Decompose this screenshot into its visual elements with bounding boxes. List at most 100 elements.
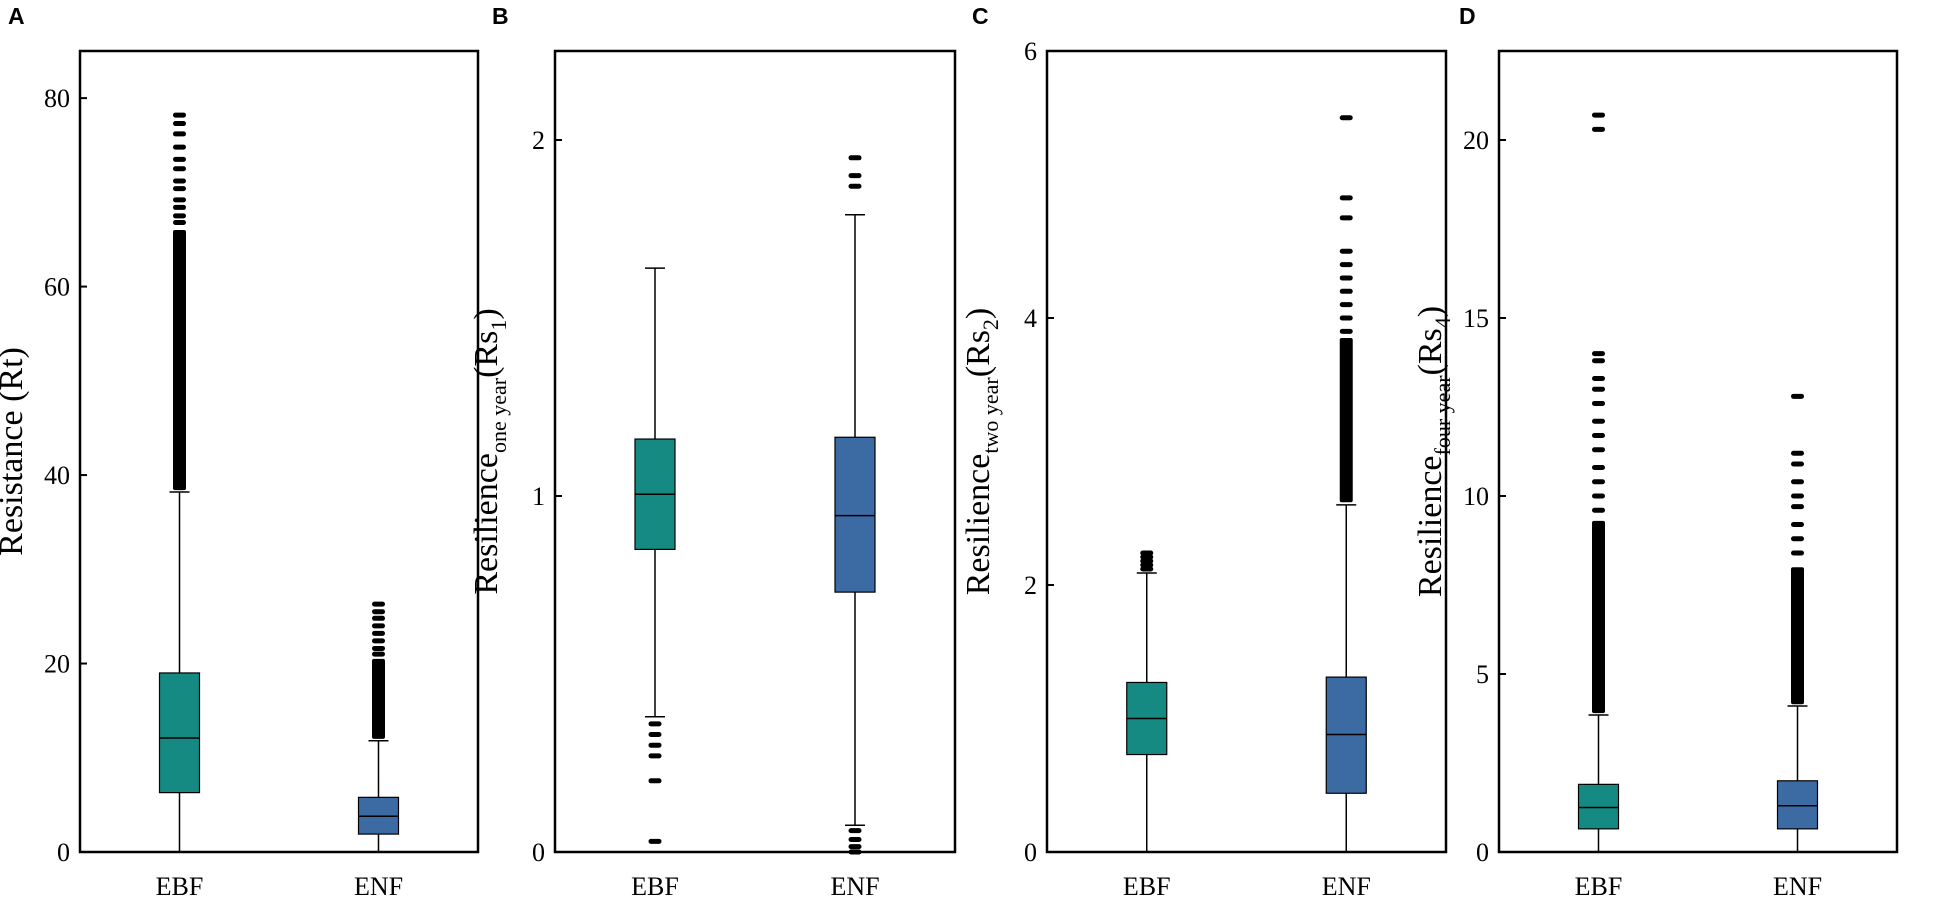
y-tick-label: 15 (1463, 304, 1489, 333)
y-tick-label: 1 (532, 482, 545, 511)
plot-frame (1045, 49, 1448, 854)
box-enf-outlier-7 (1791, 450, 1804, 456)
box-enf-outlier-4 (848, 183, 862, 189)
y-tick-label: 80 (44, 84, 70, 113)
panel-letter-d: D (1459, 3, 1476, 29)
x-tick-label-enf: ENF (1773, 872, 1822, 899)
y-tick-label: 20 (1463, 126, 1489, 155)
box-ebf-outlier-2 (1140, 558, 1154, 564)
y-tick-label: 5 (1476, 660, 1489, 689)
box-enf-iqr (1776, 780, 1819, 830)
box-ebf-outlier-12 (1592, 126, 1605, 132)
box-ebf-outlier-5 (648, 721, 662, 727)
y-tick-label: 60 (44, 273, 70, 302)
panel-letter-c: C (972, 3, 989, 29)
box-ebf-outlier-band-0 (173, 230, 186, 491)
box-enf-outlier-1 (848, 844, 862, 850)
x-tick-label-ebf: EBF (156, 872, 204, 899)
y-tick-label: 0 (1476, 838, 1489, 867)
box-ebf-outlier-3 (1592, 465, 1605, 471)
y-tick-label: 20 (44, 650, 70, 679)
y-axis-label: Resistance (Rt) (0, 347, 30, 556)
box-ebf-outlier-10 (173, 121, 186, 127)
y-tick-label: 0 (57, 838, 70, 867)
box-enf-outlier-2 (372, 638, 385, 644)
plot-frame (1497, 49, 1899, 854)
y-tick-label: 6 (1024, 37, 1037, 66)
box-enf-outlier-5 (372, 615, 385, 621)
box-ebf-outlier-2 (173, 204, 186, 210)
panel-D: D 0 5 10 15 20 EBF ENF Resiliencefour year(Rs4) (1412, 3, 1899, 899)
box-enf-outlier-0 (372, 651, 385, 657)
box-enf-outlier-band-0 (1339, 338, 1353, 503)
box-ebf-outlier-0 (173, 220, 186, 226)
box-ebf-outlier-2 (648, 753, 662, 759)
panel-A: A 0 20 40 60 80 EBF ENF Resistance (Rt) (0, 3, 480, 899)
y-tick-label: 4 (1024, 304, 1037, 333)
box-ebf-outlier-8 (173, 144, 186, 150)
box-ebf-outlier-3 (173, 197, 186, 203)
panel-B: B 0 1 2 EBF ENF Resilienceone year(Rs1) (468, 3, 957, 899)
box-enf-outlier-8 (1791, 393, 1804, 399)
box-ebf-outlier-11 (173, 112, 186, 118)
box-enf-outlier-6 (372, 609, 385, 615)
box-enf-outlier-7 (1339, 215, 1353, 221)
box-enf-outlier-7 (372, 601, 385, 607)
y-axis-label: Resiliencefour year(Rs4) (1412, 306, 1455, 597)
y-tick-label: 0 (532, 838, 545, 867)
y-tick-label: 40 (44, 461, 70, 490)
box-ebf-iqr (1577, 783, 1620, 830)
box-ebf-outlier-13 (1592, 112, 1605, 118)
panel-letter-a: A (8, 3, 25, 29)
box-enf-outlier-0 (1791, 550, 1804, 556)
box-ebf-outlier-10 (1592, 358, 1605, 364)
box-enf-outlier-1 (372, 645, 385, 651)
box-enf-outlier-5 (848, 173, 862, 179)
x-tick-label-ebf: EBF (1123, 872, 1171, 899)
box-enf-outlier-9 (1339, 115, 1353, 121)
box-ebf-outlier-1 (648, 778, 662, 784)
box-ebf-outlier-5 (173, 178, 186, 184)
x-tick-label-ebf: EBF (1575, 872, 1623, 899)
box-enf-outlier-6 (1791, 461, 1804, 467)
box-ebf-outlier-9 (173, 131, 186, 137)
y-tick-label: 2 (1024, 571, 1037, 600)
box-enf-outlier-3 (848, 828, 862, 834)
y-tick-label: 2 (532, 126, 545, 155)
box-ebf-outlier-3 (1140, 554, 1154, 560)
box-enf-outlier-6 (848, 155, 862, 161)
box-ebf-outlier-8 (1592, 386, 1605, 392)
box-ebf-outlier-5 (1592, 432, 1605, 438)
box-enf-outlier-4 (372, 623, 385, 629)
box-ebf-outlier-1 (1592, 493, 1605, 499)
box-enf-outlier-0 (1339, 328, 1353, 334)
box-enf-outlier-band-0 (372, 658, 385, 739)
box-enf-outlier-8 (1339, 195, 1353, 201)
box-ebf-outlier-2 (1592, 479, 1605, 485)
box-ebf-outlier-band-0 (1592, 520, 1605, 714)
box-enf-outlier-2 (1791, 521, 1804, 527)
box-ebf-outlier-4 (1592, 447, 1605, 453)
box-ebf-outlier-0 (648, 838, 662, 844)
x-tick-label-ebf: EBF (631, 872, 679, 899)
x-tick-label-enf: ENF (830, 872, 879, 899)
box-ebf-outlier-4 (1140, 550, 1154, 556)
y-tick-label: 0 (1024, 838, 1037, 867)
y-axis-label: Resiliencetwo year(Rs2) (960, 308, 1003, 596)
box-ebf-outlier-7 (1592, 400, 1605, 406)
box-enf-outlier-1 (1791, 536, 1804, 542)
box-ebf-outlier-4 (173, 186, 186, 192)
x-tick-label-enf: ENF (354, 872, 403, 899)
box-ebf-outlier-9 (1592, 376, 1605, 382)
box-enf-outlier-5 (1339, 262, 1353, 268)
box-enf-outlier-3 (1791, 504, 1804, 510)
box-enf-outlier-3 (1339, 288, 1353, 294)
box-enf-outlier-4 (1791, 493, 1804, 499)
box-ebf-outlier-1 (1140, 562, 1154, 568)
box-enf-outlier-2 (848, 837, 862, 843)
panel-letter-b: B (492, 3, 509, 29)
box-enf-outlier-6 (1339, 248, 1353, 254)
box-ebf-outlier-11 (1592, 351, 1605, 357)
x-tick-label-enf: ENF (1322, 872, 1371, 899)
